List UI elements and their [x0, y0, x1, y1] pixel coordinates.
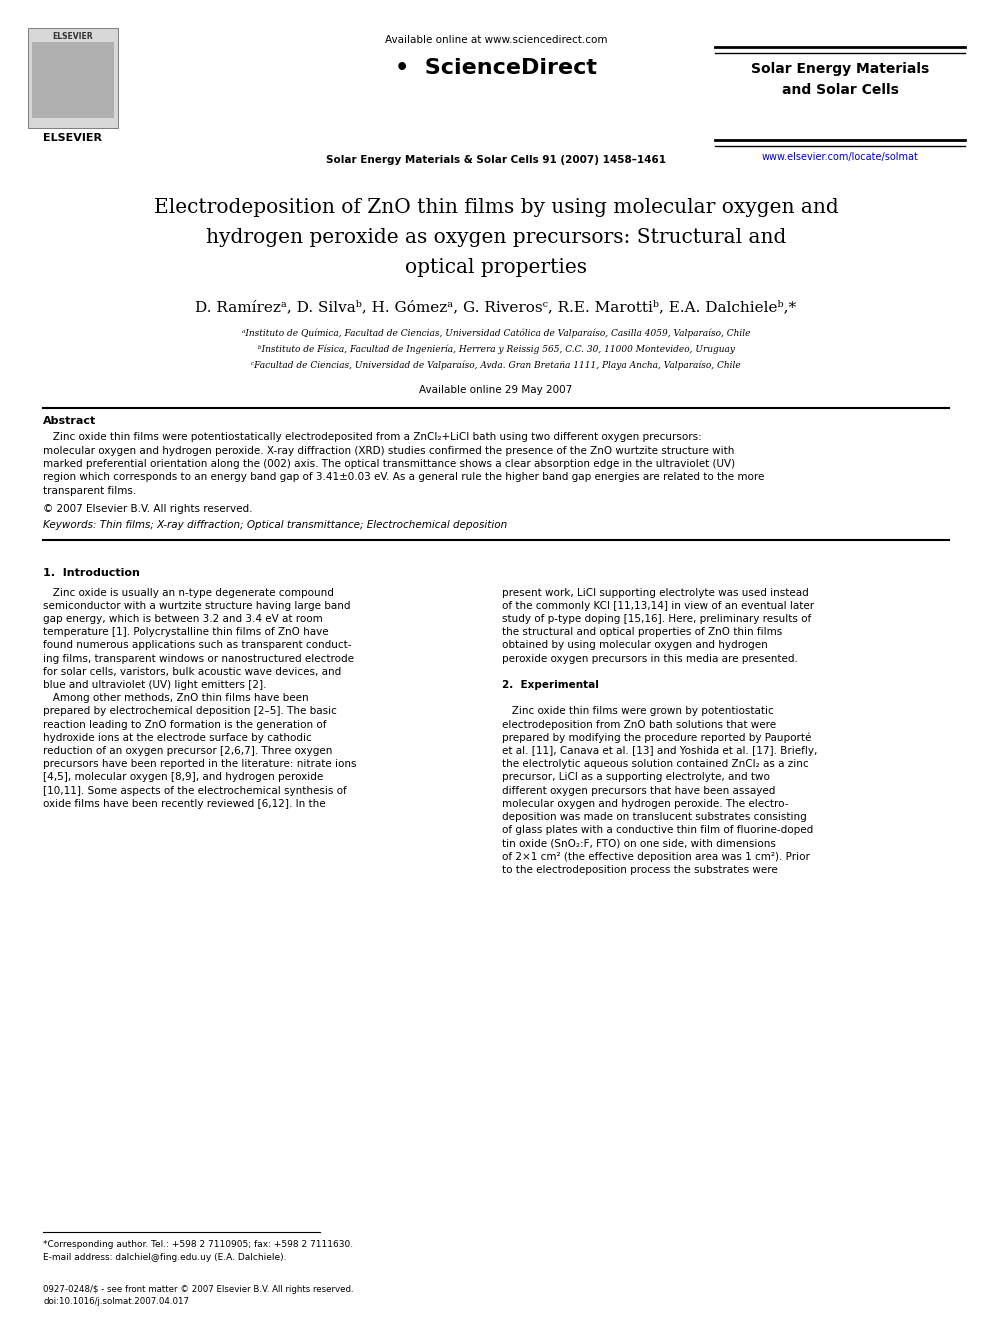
Text: precursors have been reported in the literature: nitrate ions: precursors have been reported in the lit…	[43, 759, 356, 769]
Bar	[28, 28, 118, 128]
Text: ELSEVIER: ELSEVIER	[44, 134, 102, 143]
Text: Electrodeposition of ZnO thin films by using molecular oxygen and: Electrodeposition of ZnO thin films by u…	[154, 198, 838, 217]
Text: Solar Energy Materials
and Solar Cells: Solar Energy Materials and Solar Cells	[751, 62, 930, 97]
Text: marked preferential orientation along the (002) axis. The optical transmittance : marked preferential orientation along th…	[43, 459, 735, 468]
Text: gap energy, which is between 3.2 and 3.4 eV at room: gap energy, which is between 3.2 and 3.4…	[43, 614, 322, 624]
Text: electrodeposition from ZnO bath solutions that were: electrodeposition from ZnO bath solution…	[502, 720, 776, 729]
Text: region which corresponds to an energy band gap of 3.41±0.03 eV. As a general rul: region which corresponds to an energy ba…	[43, 472, 765, 483]
Text: different oxygen precursors that have been assayed: different oxygen precursors that have be…	[502, 786, 776, 795]
Text: www.elsevier.com/locate/solmat: www.elsevier.com/locate/solmat	[762, 152, 919, 161]
Text: ELSEVIER: ELSEVIER	[53, 32, 93, 41]
Text: D. Ramírezᵃ, D. Silvaᵇ, H. Gómezᵃ, G. Riverosᶜ, R.E. Marottiᵇ, E.A. Dalchieleᵇ,*: D. Ramírezᵃ, D. Silvaᵇ, H. Gómezᵃ, G. Ri…	[195, 300, 797, 314]
Text: ᵇInstituto de Física, Facultad de Ingeniería, Herrera y Reissig 565, C.C. 30, 11: ᵇInstituto de Física, Facultad de Ingeni…	[258, 344, 734, 353]
Text: peroxide oxygen precursors in this media are presented.: peroxide oxygen precursors in this media…	[502, 654, 798, 664]
Text: hydrogen peroxide as oxygen precursors: Structural and: hydrogen peroxide as oxygen precursors: …	[205, 228, 787, 247]
Text: tin oxide (SnO₂:F, FTO) on one side, with dimensions: tin oxide (SnO₂:F, FTO) on one side, wit…	[502, 839, 776, 848]
Text: of glass plates with a conductive thin film of fluorine-doped: of glass plates with a conductive thin f…	[502, 826, 813, 835]
Text: *Corresponding author. Tel.: +598 2 7110905; fax: +598 2 7111630.: *Corresponding author. Tel.: +598 2 7110…	[43, 1240, 353, 1249]
Text: semiconductor with a wurtzite structure having large band: semiconductor with a wurtzite structure …	[43, 601, 350, 611]
Text: [4,5], molecular oxygen [8,9], and hydrogen peroxide: [4,5], molecular oxygen [8,9], and hydro…	[43, 773, 323, 782]
Text: optical properties: optical properties	[405, 258, 587, 277]
Text: 1.  Introduction: 1. Introduction	[43, 568, 140, 578]
Text: oxide films have been recently reviewed [6,12]. In the: oxide films have been recently reviewed …	[43, 799, 325, 808]
Text: ing films, transparent windows or nanostructured electrode: ing films, transparent windows or nanost…	[43, 654, 354, 664]
Text: of the commonly KCl [11,13,14] in view of an eventual later: of the commonly KCl [11,13,14] in view o…	[502, 601, 814, 611]
Text: temperature [1]. Polycrystalline thin films of ZnO have: temperature [1]. Polycrystalline thin fi…	[43, 627, 328, 638]
Text: prepared by electrochemical deposition [2–5]. The basic: prepared by electrochemical deposition […	[43, 706, 337, 716]
Text: ᶜFacultad de Ciencias, Universidad de Valparaíso, Avda. Gran Bretaña 1111, Playa: ᶜFacultad de Ciencias, Universidad de Va…	[251, 360, 741, 369]
Text: obtained by using molecular oxygen and hydrogen: obtained by using molecular oxygen and h…	[502, 640, 768, 651]
Text: present work, LiCl supporting electrolyte was used instead: present work, LiCl supporting electrolyt…	[502, 587, 808, 598]
Text: reaction leading to ZnO formation is the generation of: reaction leading to ZnO formation is the…	[43, 720, 326, 729]
Text: doi:10.1016/j.solmat.2007.04.017: doi:10.1016/j.solmat.2007.04.017	[43, 1297, 189, 1306]
Text: molecular oxygen and hydrogen peroxide. The electro-: molecular oxygen and hydrogen peroxide. …	[502, 799, 789, 808]
Text: Among other methods, ZnO thin films have been: Among other methods, ZnO thin films have…	[43, 693, 309, 703]
Text: deposition was made on translucent substrates consisting: deposition was made on translucent subst…	[502, 812, 806, 822]
Text: found numerous applications such as transparent conduct-: found numerous applications such as tran…	[43, 640, 351, 651]
Text: the electrolytic aqueous solution contained ZnCl₂ as a zinc: the electrolytic aqueous solution contai…	[502, 759, 808, 769]
Text: [10,11]. Some aspects of the electrochemical synthesis of: [10,11]. Some aspects of the electrochem…	[43, 786, 347, 795]
Text: for solar cells, varistors, bulk acoustic wave devices, and: for solar cells, varistors, bulk acousti…	[43, 667, 341, 676]
Text: the structural and optical properties of ZnO thin films: the structural and optical properties of…	[502, 627, 783, 638]
Bar	[32, 42, 114, 118]
Text: Abstract: Abstract	[43, 415, 96, 426]
Text: Available online 29 May 2007: Available online 29 May 2007	[420, 385, 572, 396]
Text: 0927-0248/$ - see front matter © 2007 Elsevier B.V. All rights reserved.: 0927-0248/$ - see front matter © 2007 El…	[43, 1285, 353, 1294]
Text: study of p-type doping [15,16]. Here, preliminary results of: study of p-type doping [15,16]. Here, pr…	[502, 614, 811, 624]
Text: •  ScienceDirect: • ScienceDirect	[395, 58, 597, 78]
Text: molecular oxygen and hydrogen peroxide. X-ray diffraction (XRD) studies confirme: molecular oxygen and hydrogen peroxide. …	[43, 446, 734, 455]
Text: Keywords: Thin films; X-ray diffraction; Optical transmittance; Electrochemical : Keywords: Thin films; X-ray diffraction;…	[43, 520, 507, 529]
Text: ᵃInstituto de Química, Facultad de Ciencias, Universidad Católica de Valparaíso,: ᵃInstituto de Química, Facultad de Cienc…	[242, 328, 750, 337]
Text: Zinc oxide thin films were grown by potentiostatic: Zinc oxide thin films were grown by pote…	[502, 706, 774, 716]
Text: reduction of an oxygen precursor [2,6,7]. Three oxygen: reduction of an oxygen precursor [2,6,7]…	[43, 746, 332, 755]
Text: E-mail address: dalchiel@fing.edu.uy (E.A. Dalchiele).: E-mail address: dalchiel@fing.edu.uy (E.…	[43, 1253, 287, 1262]
Text: prepared by modifying the procedure reported by Pauporté: prepared by modifying the procedure repo…	[502, 733, 811, 744]
Text: of 2×1 cm² (the effective deposition area was 1 cm²). Prior: of 2×1 cm² (the effective deposition are…	[502, 852, 809, 861]
Text: precursor, LiCl as a supporting electrolyte, and two: precursor, LiCl as a supporting electrol…	[502, 773, 770, 782]
Text: Available online at www.sciencedirect.com: Available online at www.sciencedirect.co…	[385, 34, 607, 45]
Text: 2.  Experimental: 2. Experimental	[502, 680, 599, 689]
Text: Zinc oxide thin films were potentiostatically electrodeposited from a ZnCl₂+LiCl: Zinc oxide thin films were potentiostati…	[43, 433, 701, 442]
Text: blue and ultraviolet (UV) light emitters [2].: blue and ultraviolet (UV) light emitters…	[43, 680, 267, 689]
Text: hydroxide ions at the electrode surface by cathodic: hydroxide ions at the electrode surface …	[43, 733, 311, 742]
Text: transparent films.: transparent films.	[43, 486, 136, 496]
Text: Solar Energy Materials & Solar Cells 91 (2007) 1458–1461: Solar Energy Materials & Solar Cells 91 …	[326, 155, 666, 165]
Text: to the electrodeposition process the substrates were: to the electrodeposition process the sub…	[502, 865, 778, 875]
Text: © 2007 Elsevier B.V. All rights reserved.: © 2007 Elsevier B.V. All rights reserved…	[43, 504, 253, 513]
Text: Zinc oxide is usually an n-type degenerate compound: Zinc oxide is usually an n-type degenera…	[43, 587, 334, 598]
Text: et al. [11], Canava et al. [13] and Yoshida et al. [17]. Briefly,: et al. [11], Canava et al. [13] and Yosh…	[502, 746, 817, 755]
